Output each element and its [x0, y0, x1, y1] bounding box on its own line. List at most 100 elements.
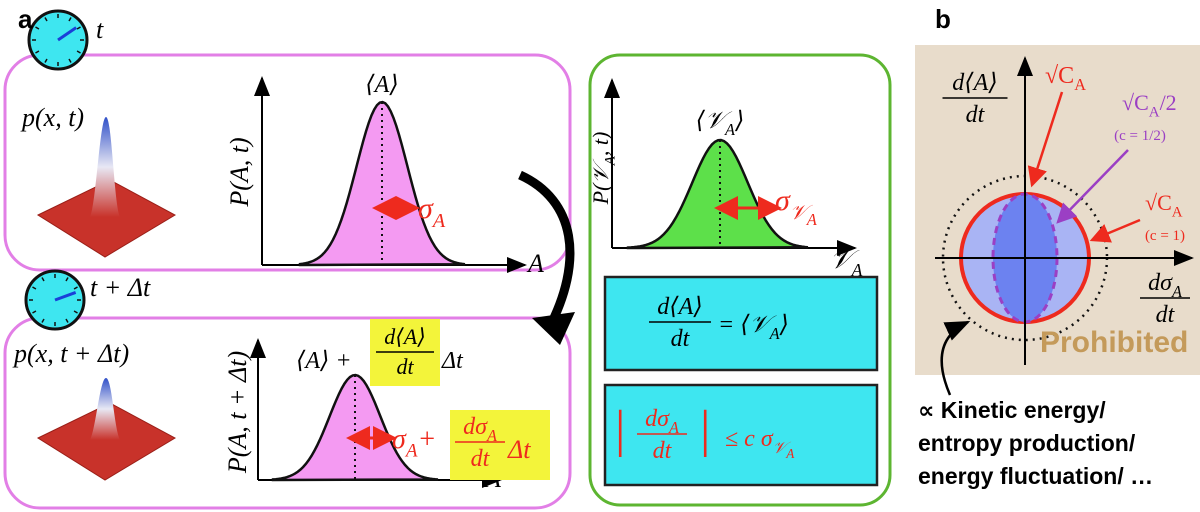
mean-label-part: Δt [441, 348, 464, 374]
panel-label-part: a [18, 4, 33, 34]
sigma-label-part: σ [392, 424, 407, 455]
relation-text-part: A [769, 324, 781, 343]
sigma-label-part: A [404, 440, 418, 461]
fraction-numerator: d⟨A⟩ [384, 324, 426, 349]
sigma-label-part: Δt [507, 435, 531, 464]
x-axis-label-part: A [526, 249, 544, 278]
clock-tick [35, 26, 40, 30]
density-peak [90, 378, 120, 440]
clock-hand [57, 26, 78, 42]
clock-hand [54, 291, 77, 302]
fraction-denominator-part: dt [671, 326, 691, 352]
relation-text-part: A [785, 446, 795, 461]
bound-label: √CA [1145, 190, 1183, 221]
density-peak [90, 117, 120, 217]
fraction-numerator-part: A [668, 418, 680, 437]
fraction-denominator-part: dt [1156, 302, 1176, 328]
relation-box [603, 275, 879, 372]
abs-bar-part: | [700, 401, 710, 458]
fraction-numerator: d⟨A⟩ [657, 294, 702, 320]
fraction-denominator-part: dt [471, 446, 491, 472]
condition-label-part: (c = 1/2) [1114, 128, 1166, 144]
pointer [940, 320, 971, 396]
flow-arrow [518, 170, 575, 333]
footnote-line: energy fluctuation/ … [918, 463, 1153, 489]
fraction-denominator: dt [966, 102, 986, 128]
time-label-part: t [96, 15, 104, 44]
density-surface [36, 179, 177, 258]
bound-label-part: A [1149, 105, 1160, 121]
y-axis-label: P(A, t + Δt) [223, 351, 252, 474]
mean-label-part: ⟩ [734, 108, 744, 134]
state-box [3, 53, 572, 272]
mean-label: ⟨A⟩ [365, 72, 398, 98]
fraction-numerator: dσA [645, 406, 680, 437]
pointer [1089, 218, 1141, 243]
velocity-box [588, 53, 892, 507]
fraction-denominator-part: dt [653, 438, 673, 464]
panel-label: a [18, 4, 33, 34]
mean-label: ⟨𝒱A⟩ [696, 108, 745, 139]
footnote-line: ∝ Kinetic energy/ [918, 397, 1106, 423]
clock-tick [35, 50, 40, 54]
fraction-numerator-part: dσ [463, 414, 488, 440]
relation-box [603, 383, 879, 487]
density-label-part: p(x, t) [20, 103, 84, 132]
clock-tick [32, 286, 37, 290]
sigma-label-part: σ [775, 184, 791, 217]
y-axis-label-part: P(A, t) [225, 137, 254, 207]
sigma-label-part: A [431, 210, 446, 232]
clock-tick [41, 277, 45, 282]
footnote-line-part: ∝ Kinetic energy/ [918, 397, 1106, 423]
relation-text: = ⟨𝒱A⟩ [718, 312, 789, 343]
prohibited-label: Prohibited [1040, 326, 1188, 359]
fraction-numerator-part: d⟨A⟩ [657, 294, 702, 320]
fraction-numerator-part: d⟨A⟩ [384, 324, 426, 349]
clock-tick [73, 310, 78, 314]
y-axis-label: P(A, t) [225, 137, 254, 207]
mean-label-part: ⟨A⟩ + [296, 348, 352, 374]
y-axis-label-part: P(𝒱 [588, 159, 613, 206]
bound-label: √CA/2 [1122, 90, 1177, 121]
fraction-denominator: dt [1156, 302, 1176, 328]
clock-tick [65, 277, 69, 282]
x-axis-label-part: A [851, 260, 863, 280]
sigma-label: σA [418, 192, 446, 232]
clock-tick [76, 50, 81, 54]
y-axis-label-part: A [603, 155, 619, 166]
prohibited-label-part: Prohibited [1040, 326, 1188, 359]
time-label: t [96, 15, 104, 44]
fraction-denominator: dt [671, 326, 691, 352]
bound-label-part: √C [1145, 190, 1172, 215]
time-label-part: t + Δt [90, 273, 151, 302]
fraction-numerator: dσA [463, 414, 498, 445]
fraction-numerator-part: A [1171, 282, 1183, 301]
bound-label-part: A [1172, 205, 1183, 221]
bound-label: √CA [1045, 63, 1086, 94]
mean-label: Δt [441, 348, 464, 374]
condition-label-part: (c = 1) [1145, 228, 1185, 244]
density-label: p(x, t) [20, 103, 84, 132]
fraction-numerator: d⟨A⟩ [952, 70, 997, 96]
bound-label-part: √C [1122, 90, 1149, 115]
state-box [3, 316, 572, 510]
sigma-label: σA+ [392, 424, 436, 461]
sigma-label: σ𝒱A [775, 184, 818, 229]
clock-tick [68, 17, 72, 22]
fraction-numerator-part: A [486, 426, 498, 445]
fraction-denominator: dt [471, 446, 491, 472]
clock-tick [44, 17, 48, 22]
condition-label: (c = 1) [1145, 228, 1185, 244]
clock-tick [73, 286, 78, 290]
clock-tick [32, 310, 37, 314]
sigma-label-part: σ [418, 192, 434, 225]
y-axis-label: P(𝒱A, t) [588, 132, 619, 206]
fraction-numerator-part: dσ [1148, 270, 1173, 296]
fraction-denominator: dt [653, 438, 673, 464]
abs-bar: | [700, 401, 710, 458]
relation-text-part: ≤ c σ [725, 426, 774, 452]
sigma-label-part: + [417, 424, 436, 455]
footnote-line-part: energy fluctuation/ … [918, 463, 1153, 489]
fraction-numerator: dσA [1148, 270, 1183, 301]
bound-label-part: √C [1045, 63, 1074, 89]
